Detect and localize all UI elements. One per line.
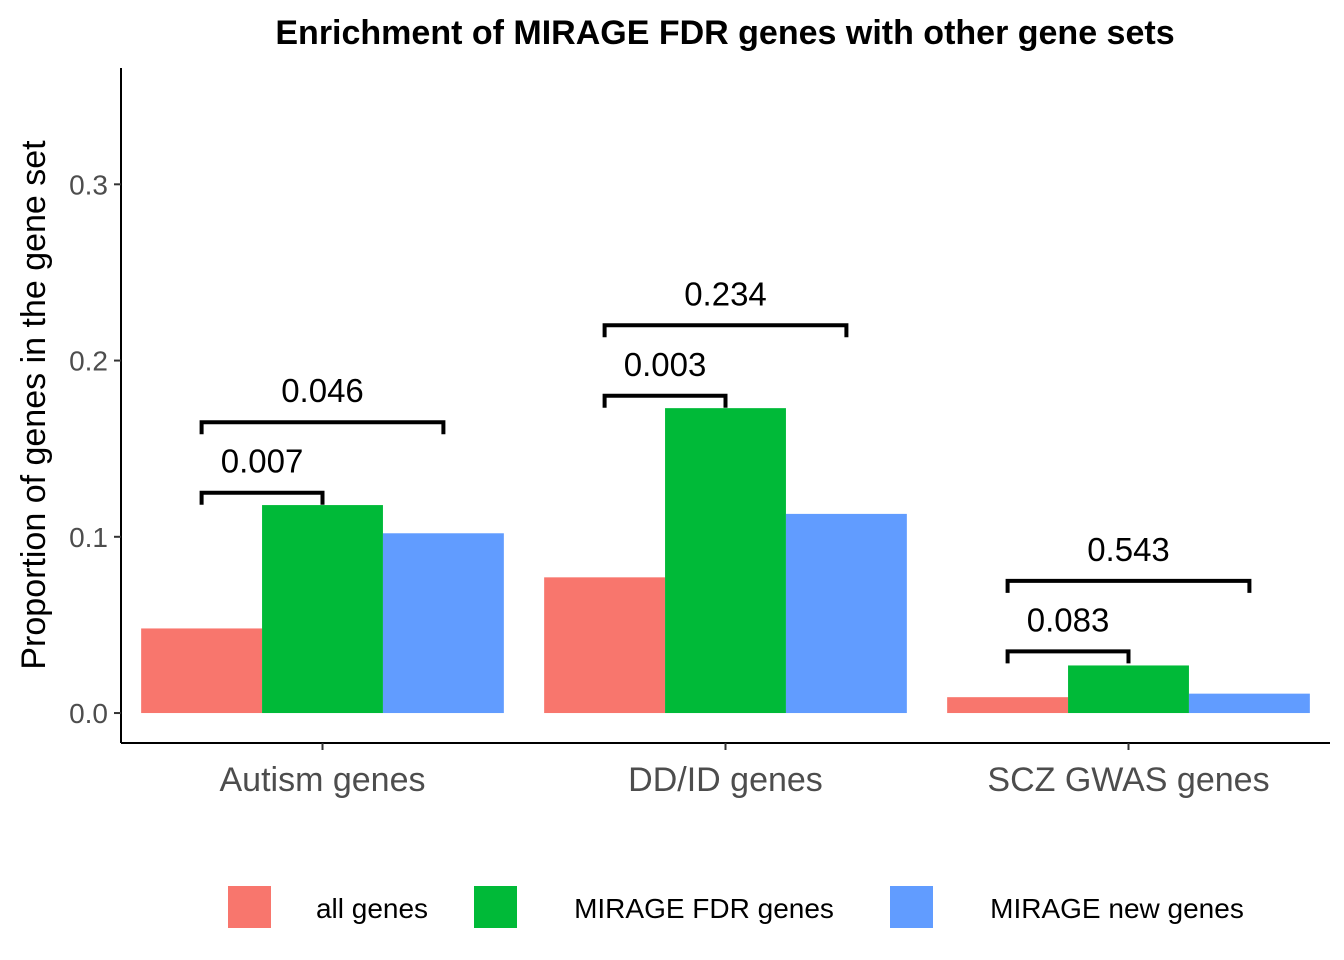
bar-1-1 xyxy=(141,628,263,714)
legend-key-3 xyxy=(890,886,933,928)
comparison-bracket-1 xyxy=(199,490,325,505)
bar-2-1 xyxy=(262,505,383,714)
bar-3-3 xyxy=(1188,693,1310,714)
x-tick-label: Autism genes xyxy=(220,761,426,799)
legend: all genes MIRAGE FDR genes MIRAGE new gene… xyxy=(228,886,1244,928)
comparison-bracket-5 xyxy=(1005,649,1131,664)
legend-label-1: all genes xyxy=(316,893,428,924)
chart-title: Enrichment of MIRAGE FDR genes with othe… xyxy=(275,14,1174,52)
x-tick-label: SCZ GWAS genes xyxy=(987,761,1269,799)
comparison-bracket-6 xyxy=(1005,578,1252,593)
comparison-label-2: 0.046 xyxy=(281,372,364,409)
y-axis-label: Proportion of genes in the gene set xyxy=(15,140,53,670)
y-tick-label: 0.2 xyxy=(69,346,108,377)
bar-3-2 xyxy=(785,513,907,714)
comparison-label-6: 0.543 xyxy=(1087,531,1170,568)
comparison-label-4: 0.234 xyxy=(684,275,767,312)
comparison-label-3: 0.003 xyxy=(624,346,707,383)
legend-label-3: MIRAGE new genes xyxy=(990,893,1244,924)
comparison-bracket-3 xyxy=(602,393,728,408)
y-tick-label: 0.3 xyxy=(69,169,108,200)
plot-area: 0.0 0.1 0.2 0.3 Autism genes DD/ID genes SCZ G… xyxy=(69,68,1330,799)
x-tick-label: DD/ID genes xyxy=(628,761,823,799)
bar-3-1 xyxy=(382,533,504,714)
comparison-label-1: 0.007 xyxy=(221,443,304,480)
bar-2-3 xyxy=(1068,665,1189,714)
bar-1-2 xyxy=(544,577,666,714)
comparison-bracket-2 xyxy=(199,420,446,435)
legend-key-1 xyxy=(228,886,271,928)
legend-label-2: MIRAGE FDR genes xyxy=(574,893,834,924)
bar-2-2 xyxy=(665,408,786,714)
comparison-label-5: 0.083 xyxy=(1027,601,1110,638)
y-tick-label: 0.1 xyxy=(69,522,108,553)
bar-1-3 xyxy=(947,697,1069,714)
y-tick-label: 0.0 xyxy=(69,698,108,729)
legend-key-2 xyxy=(474,886,517,928)
comparison-bracket-4 xyxy=(602,323,849,338)
